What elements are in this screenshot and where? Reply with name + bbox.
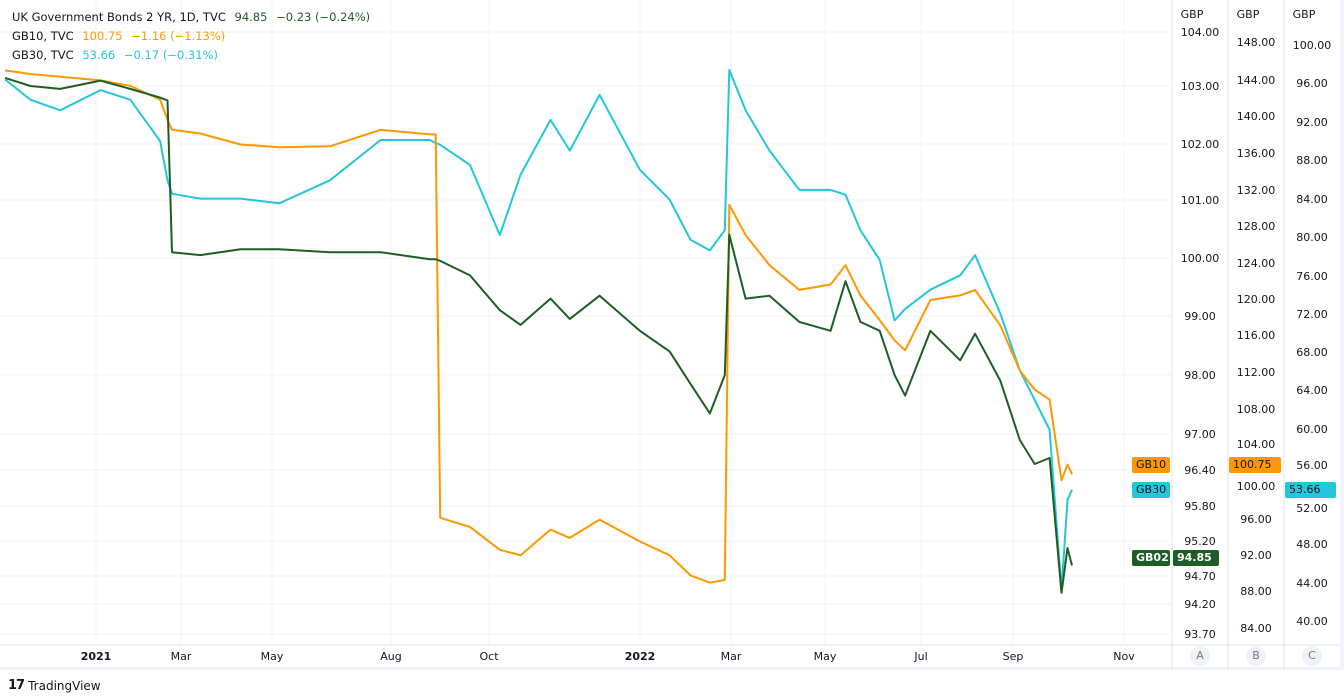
y-tick-label: 104.00	[1237, 438, 1276, 451]
series-line-gb10	[4, 69, 1073, 584]
y-tick-label: 44.00	[1296, 577, 1328, 590]
y-tick-label: 136.00	[1237, 147, 1276, 160]
tradingview-logo-icon[interactable]: 17	[8, 678, 25, 693]
series-line-gb30	[4, 69, 1073, 592]
x-tick-label: 2021	[81, 650, 112, 663]
legend-price: 100.75	[82, 29, 123, 43]
gb02-price-badge: 94.85	[1173, 550, 1219, 566]
y-tick-label: 103.00	[1181, 80, 1220, 93]
time-axis[interactable]: 2021 Mar May Aug Oct 2022 Mar May Jul Sep Nov	[81, 650, 1136, 663]
y-tick-label: 102.00	[1181, 138, 1220, 151]
y-tick-label: 112.00	[1237, 366, 1276, 379]
y-tick-label: 60.00	[1296, 423, 1328, 436]
legend-change: −0.17 (−0.31%)	[123, 48, 218, 62]
legend-price: 94.85	[234, 10, 268, 24]
y-tick-label: 84.00	[1296, 193, 1328, 206]
y-tick-label: 95.20	[1184, 535, 1216, 548]
x-tick-label: May	[261, 650, 284, 663]
chart-canvas[interactable]: GBP 104.00 103.00 102.00 101.00 100.00 99.00 98…	[0, 0, 1344, 670]
y-tick-label: 72.00	[1296, 308, 1328, 321]
y-tick-label: 84.00	[1240, 622, 1272, 635]
axis-a-button[interactable]: A	[1190, 646, 1210, 666]
gb02-label-badge: GB02	[1132, 550, 1170, 566]
y-tick-label: 94.70	[1184, 570, 1216, 583]
y-tick-label: 52.00	[1296, 502, 1328, 515]
y-tick-label: 64.00	[1296, 384, 1328, 397]
legend-gb10[interactable]: GB10, TVC 100.75 −1.16 (−1.13%)	[12, 27, 375, 46]
y-tick-label: 93.70	[1184, 628, 1216, 641]
legend-gb30[interactable]: GB30, TVC 53.66 −0.17 (−0.31%)	[12, 46, 375, 65]
gb10-price-badge: 100.75	[1229, 457, 1281, 473]
x-tick-label: May	[814, 650, 837, 663]
axis-c-button[interactable]: C	[1302, 646, 1322, 666]
y-tick-label: 48.00	[1296, 538, 1328, 551]
y-tick-label: 94.20	[1184, 598, 1216, 611]
y-tick-label: 98.00	[1184, 369, 1216, 382]
footer-separator	[0, 669, 1344, 670]
y-tick-label: 124.00	[1237, 257, 1276, 270]
legend-gb02[interactable]: UK Government Bonds 2 YR, 1D, TVC 94.85 …	[12, 8, 375, 27]
y-tick-label: 40.00	[1296, 615, 1328, 628]
y-tick-label: 128.00	[1237, 220, 1276, 233]
x-tick-label: Mar	[721, 650, 742, 663]
y-tick-label: 80.00	[1296, 231, 1328, 244]
y-tick-label: 92.00	[1296, 116, 1328, 129]
axis-unit-label: GBP	[1237, 8, 1260, 21]
x-tick-label: Sep	[1003, 650, 1024, 663]
y-tick-label: 88.00	[1240, 585, 1272, 598]
axis-b-button[interactable]: B	[1246, 646, 1266, 666]
y-tick-label: 100.00	[1181, 252, 1220, 265]
legend-change: −1.16 (−1.13%)	[131, 29, 226, 43]
y-tick-label: 120.00	[1237, 293, 1276, 306]
gb30-price-badge: 53.66	[1285, 482, 1336, 498]
y-tick-label: 108.00	[1237, 403, 1276, 416]
x-tick-label: Jul	[913, 650, 927, 663]
price-axes[interactable]: GBP 104.00 103.00 102.00 101.00 100.00 99.00 98…	[0, 0, 1344, 670]
series-line-gb02	[4, 76, 1073, 594]
y-tick-label: 148.00	[1237, 36, 1276, 49]
x-tick-label: Aug	[380, 650, 401, 663]
y-tick-label: 104.00	[1181, 26, 1220, 39]
right-edge	[1340, 0, 1344, 670]
footer: 17 TradingView	[8, 678, 101, 693]
y-tick-label: 96.40	[1184, 464, 1216, 477]
y-tick-label: 96.00	[1296, 77, 1328, 90]
y-tick-label: 132.00	[1237, 184, 1276, 197]
y-tick-label: 88.00	[1296, 154, 1328, 167]
x-tick-label: Nov	[1113, 650, 1135, 663]
y-tick-label: 76.00	[1296, 270, 1328, 283]
brand-name[interactable]: TradingView	[28, 678, 101, 693]
gridlines	[0, 0, 1172, 645]
y-tick-label: 97.00	[1184, 428, 1216, 441]
y-tick-label: 56.00	[1296, 459, 1328, 472]
axis-unit-label: GBP	[1181, 8, 1204, 21]
gb10-label-badge: GB10	[1132, 457, 1170, 473]
y-tick-label: 100.00	[1237, 480, 1276, 493]
y-tick-label: 144.00	[1237, 74, 1276, 87]
y-tick-label: 68.00	[1296, 346, 1328, 359]
y-tick-label: 140.00	[1237, 110, 1276, 123]
axis-unit-label: GBP	[1293, 8, 1316, 21]
legend: UK Government Bonds 2 YR, 1D, TVC 94.85 …	[12, 8, 375, 65]
series-lines	[4, 69, 1073, 594]
legend-title: GB10, TVC	[12, 29, 74, 43]
x-tick-label: Oct	[479, 650, 499, 663]
y-tick-label: 101.00	[1181, 194, 1220, 207]
y-tick-label: 92.00	[1240, 549, 1272, 562]
legend-change: −0.23 (−0.24%)	[276, 10, 371, 24]
x-tick-label: Mar	[171, 650, 192, 663]
y-tick-label: 100.00	[1293, 39, 1332, 52]
legend-title: GB30, TVC	[12, 48, 74, 62]
x-tick-label: 2022	[625, 650, 656, 663]
y-tick-label: 96.00	[1240, 513, 1272, 526]
legend-title: UK Government Bonds 2 YR, 1D, TVC	[12, 10, 226, 24]
y-tick-label: 99.00	[1184, 310, 1216, 323]
gb30-label-badge: GB30	[1132, 482, 1170, 498]
y-tick-label: 116.00	[1237, 329, 1276, 342]
legend-price: 53.66	[82, 48, 116, 62]
y-tick-label: 95.80	[1184, 500, 1216, 513]
